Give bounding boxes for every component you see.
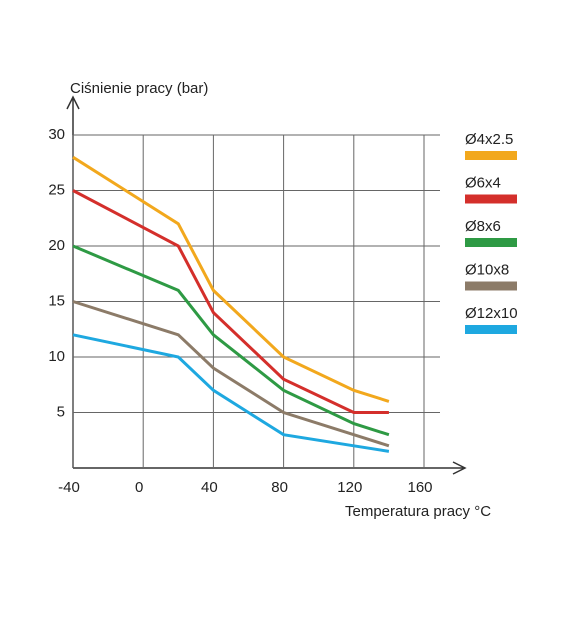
y-tick-label: 5 xyxy=(57,403,65,420)
legend-swatch xyxy=(465,238,517,247)
y-axis-label: Ciśnienie pracy (bar) xyxy=(70,80,208,97)
y-tick-label: 15 xyxy=(48,292,65,309)
series-line xyxy=(72,244,390,437)
x-tick-label: 40 xyxy=(201,479,218,496)
legend-swatch xyxy=(465,151,517,160)
legend-label: Ø6x4 xyxy=(465,174,501,191)
y-tick-label: 20 xyxy=(48,237,65,254)
series-line xyxy=(72,189,389,414)
x-tick-label: 160 xyxy=(407,479,432,496)
x-axis xyxy=(73,461,467,475)
x-tick-label: -40 xyxy=(58,479,80,496)
legend-swatch xyxy=(465,281,517,291)
x-tick-label: 120 xyxy=(337,479,362,496)
x-tick-label: 0 xyxy=(135,479,143,496)
y-tick-label: 30 xyxy=(48,126,65,143)
series-line xyxy=(72,155,390,403)
legend-label: Ø12x10 xyxy=(465,305,518,322)
series-line xyxy=(72,333,390,453)
legend-label: Ø4x2.5 xyxy=(465,131,513,148)
x-tick-label: 80 xyxy=(271,479,288,496)
legend-label: Ø8x6 xyxy=(465,218,501,235)
y-tick-label: 10 xyxy=(48,348,65,365)
y-tick-label: 25 xyxy=(48,181,65,198)
legend-swatch xyxy=(465,325,517,334)
legend-label: Ø10x8 xyxy=(465,261,509,278)
legend-swatch xyxy=(465,194,517,204)
x-axis-label: Temperatura pracy °C xyxy=(345,503,491,520)
series-line xyxy=(72,300,390,448)
